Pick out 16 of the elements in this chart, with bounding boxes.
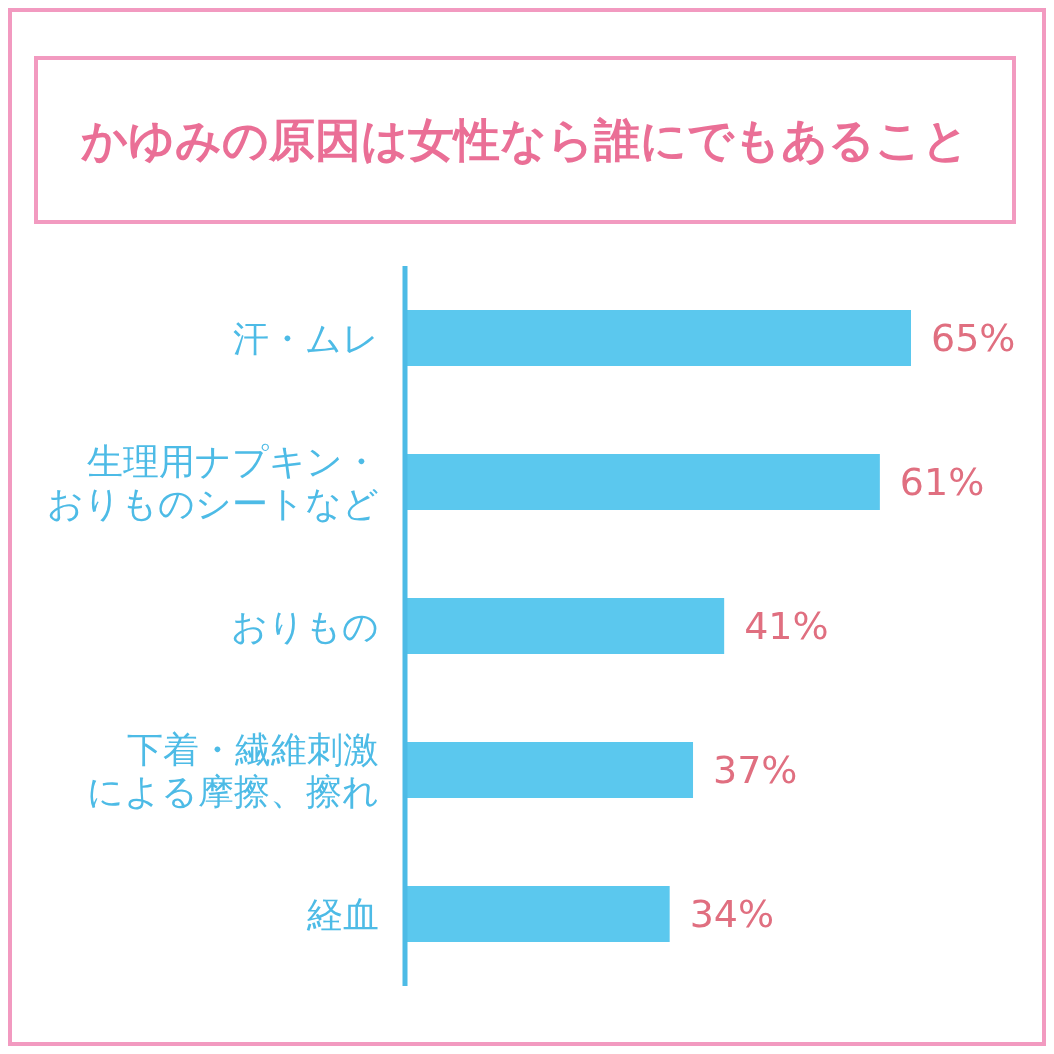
bar bbox=[405, 454, 880, 510]
y-tick-label: 汗・ムレ bbox=[233, 317, 379, 359]
data-label: 37% bbox=[713, 748, 798, 793]
bar bbox=[405, 742, 694, 798]
y-tick-label: おりもの bbox=[231, 605, 379, 647]
data-label: 61% bbox=[899, 460, 985, 505]
y-tick-label: 経血 bbox=[306, 893, 379, 935]
y-tick-label: 下着・繊維刺激による摩擦、擦れ bbox=[87, 728, 379, 812]
bar bbox=[405, 598, 725, 654]
bar bbox=[405, 310, 911, 366]
y-tick-label: 生理用ナプキン・おりものシートなど bbox=[47, 440, 379, 524]
bar bbox=[405, 886, 670, 942]
chart-title: かゆみの原因は女性なら誰にでもあること bbox=[80, 112, 970, 169]
data-label: 34% bbox=[689, 892, 775, 937]
data-label: 65% bbox=[931, 316, 1016, 361]
data-label: 41% bbox=[744, 604, 829, 649]
